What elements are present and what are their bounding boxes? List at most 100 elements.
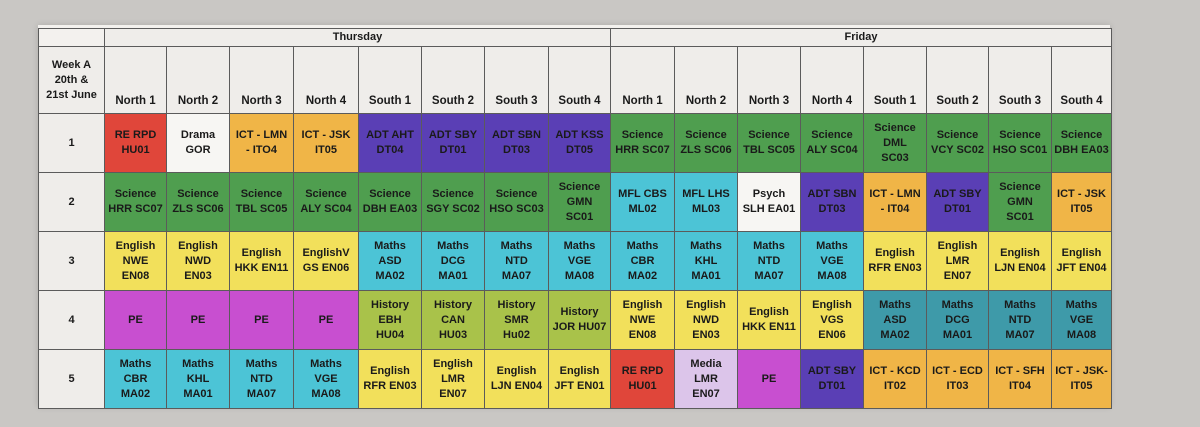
lesson-text: Science (558, 180, 601, 193)
lesson-cell: Science ZLS SC06 (674, 113, 738, 173)
lesson-text: GOR (185, 144, 211, 156)
lesson-text: RFR EN03 (363, 380, 417, 392)
lesson-text: KHL (186, 372, 210, 385)
lesson-cell: English RFR EN03 (863, 231, 927, 291)
lesson-text: HRR SC07 (615, 144, 670, 156)
lesson-text: SC03 (881, 151, 909, 164)
lesson-cell: English HKK EN11 (737, 290, 801, 350)
lesson-text: CAN (441, 313, 465, 326)
lesson-text: Science (114, 188, 157, 200)
lesson-cell: English LJN EN04 (988, 231, 1052, 291)
lesson-cell: ADT SBN DT03 (800, 172, 864, 232)
lesson-text: SC01 (1006, 210, 1034, 223)
lesson-text: MA02 (120, 387, 151, 400)
lesson-text: SLH EA01 (742, 203, 796, 215)
lesson-text: Maths (753, 239, 785, 252)
lesson-cell: ICT - LMN - IT04 (863, 172, 927, 232)
lesson-cell: Science DBH EA03 (358, 172, 422, 232)
lesson-text: HKK EN11 (742, 321, 796, 333)
column-header: North 1 (610, 46, 675, 114)
lesson-text: RFR EN03 (868, 262, 922, 274)
lesson-text: EBH (378, 313, 402, 326)
column-header: North 4 (293, 46, 359, 114)
lesson-cell: English JFT EN04 (1051, 231, 1112, 291)
lesson-text: English (1061, 247, 1102, 259)
lesson-text: DT01 (944, 203, 971, 215)
lesson-text: DT01 (439, 144, 467, 156)
lesson-text: English (812, 298, 852, 311)
lesson-text: HU01 (121, 144, 150, 156)
period-number: 1 (38, 113, 105, 173)
lesson-text: EN03 (184, 269, 212, 282)
lesson-cell: English HKK EN11 (229, 231, 294, 291)
lesson-text: DML (883, 136, 907, 149)
lesson-cell: Science ZLS SC06 (166, 172, 230, 232)
lesson-cell: Science SGY SC02 (421, 172, 485, 232)
lesson-text: IT05 (314, 144, 337, 156)
lesson-cell: ADT KSS DT05 (548, 113, 611, 173)
lesson-text: MA08 (1066, 328, 1097, 341)
lesson-text: VGS (820, 313, 844, 326)
lesson-text: NWD (692, 313, 720, 326)
lesson-text: Science (240, 188, 283, 200)
lesson-text: ICT - KCD (869, 365, 921, 377)
lesson-cell: ICT - ECD IT03 (926, 349, 989, 409)
lesson-cell: PE (737, 349, 801, 409)
lesson-text: Science (999, 129, 1041, 141)
lesson-text: EN03 (692, 328, 720, 341)
lesson-text: - IT04 (880, 203, 910, 215)
lesson-text: Science (621, 129, 664, 141)
lesson-text: MA07 (754, 269, 784, 282)
lesson-cell: PE (229, 290, 294, 350)
column-header: North 2 (166, 46, 230, 114)
lesson-cell: Science TBL SC05 (229, 172, 294, 232)
lesson-text: JFT EN04 (1056, 262, 1107, 274)
lesson-text: MA02 (880, 328, 910, 341)
lesson-cell: Maths ASD MA02 (358, 231, 422, 291)
lesson-cell: English JFT EN01 (548, 349, 611, 409)
lesson-cell: Maths NTD MA07 (737, 231, 801, 291)
lesson-text: DT01 (818, 380, 846, 392)
lesson-cell: History JOR HU07 (548, 290, 611, 350)
lesson-cell: Maths VGE MA08 (548, 231, 611, 291)
lesson-text: Science (874, 121, 916, 134)
lesson-text: MA08 (817, 269, 847, 282)
lesson-cell: English NWD EN03 (166, 231, 230, 291)
lesson-text: Media (690, 357, 722, 370)
lesson-cell: Maths CBR MA02 (104, 349, 167, 409)
lesson-text: - ITO4 (246, 144, 277, 156)
lesson-text: LMR (441, 372, 465, 385)
lesson-text: VCY SC02 (931, 144, 984, 156)
lesson-cell: Science ALY SC04 (800, 113, 864, 173)
column-header: South 3 (988, 46, 1052, 114)
lesson-text: MA02 (627, 269, 658, 282)
lesson-text: VGE (314, 372, 338, 385)
lesson-text: HU04 (375, 328, 405, 341)
lesson-text: Maths (1065, 298, 1098, 311)
lesson-cell: English NWE EN08 (104, 231, 167, 291)
lesson-text: Hu02 (503, 328, 530, 341)
week-label-line: 21st June (46, 88, 97, 101)
lesson-text: ICT - JSK- (1055, 365, 1108, 377)
period-row: 3 English NWE EN08 English NWD EN03 English HKK … (38, 231, 1112, 291)
lesson-text: ADT KSS (555, 129, 604, 141)
column-header: South 2 (421, 46, 485, 114)
lesson-text: ML02 (628, 203, 657, 215)
lesson-text: HU01 (628, 380, 657, 392)
lesson-text: Maths (563, 239, 596, 252)
lesson-cell: ADT AHT DT04 (358, 113, 422, 173)
lesson-cell: Psych SLH EA01 (737, 172, 801, 232)
lesson-text: ASD (883, 313, 907, 326)
lesson-text: MA01 (942, 328, 973, 341)
timetable-body: Thursday Friday Week A 20th & 21st June … (38, 28, 1112, 409)
lesson-text: RE RPD (621, 365, 664, 377)
lesson-cell: ADT SBN DT03 (484, 113, 549, 173)
lesson-text: LJN EN04 (994, 262, 1046, 274)
lesson-text: Drama (180, 129, 216, 141)
lesson-cell: Science GMN SC01 (988, 172, 1052, 232)
period-row: 1 RE RPD HU01 Drama GOR ICT - LMN - ITO4 ICT - … (38, 113, 1112, 173)
lesson-text: Science (305, 188, 347, 200)
lesson-text: NWE (629, 313, 656, 326)
day-header-friday: Friday (610, 28, 1112, 47)
lesson-cell: English LMR EN07 (421, 349, 485, 409)
